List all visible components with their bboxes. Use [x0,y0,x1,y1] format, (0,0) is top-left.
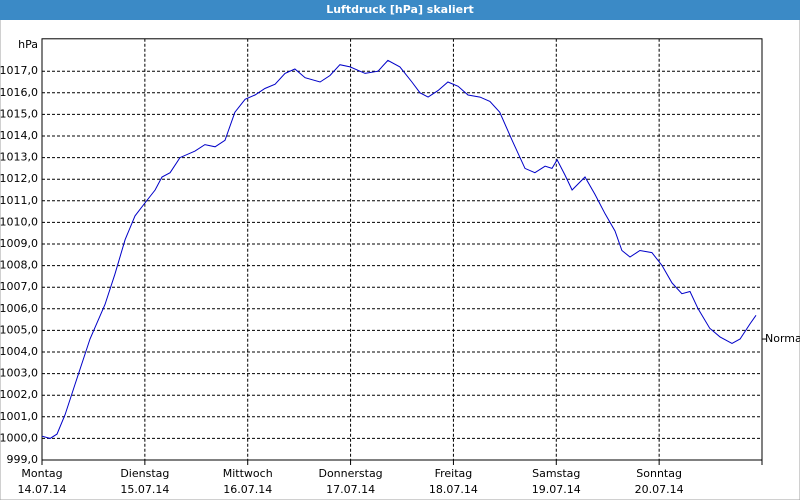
x-tick-sublabel: 18.07.14 [429,483,478,496]
pressure-line [41,59,757,439]
x-tick-label: Freitag [435,467,473,480]
x-tick-sublabel: 17.07.14 [326,483,375,496]
title-bar [0,0,800,20]
y-tick-label: 1011,0 [0,194,38,207]
x-tick-label: Samstag [532,467,580,480]
y-tick-label: 1001,0 [0,410,38,423]
y-tick-label: 1006,0 [0,302,38,315]
x-tick-label: Sonntag [636,467,682,480]
x-tick-label: Donnerstag [318,467,382,480]
chart-title: Luftdruck [hPa] skaliert [326,3,474,16]
x-tick-label: Mittwoch [223,467,273,480]
y-tick-label: 1000,0 [0,431,38,444]
y-tick-label: 1002,0 [0,388,38,401]
y-tick-label: 1007,0 [0,280,38,293]
y-tick-label: 1009,0 [0,237,38,250]
x-tick-label: Montag [21,467,62,480]
y-tick-label: 1017,0 [0,64,38,77]
x-tick-label: Dienstag [120,467,169,480]
y-tick-label: 1012,0 [0,172,38,185]
y-tick-label: 1004,0 [0,345,38,358]
plot-area [41,38,763,461]
y-tick-label: 1008,0 [0,259,38,272]
y-tick-label: 1005,0 [0,323,38,336]
y-tick-label: 1003,0 [0,367,38,380]
y-tick-label: 1013,0 [0,151,38,164]
y-tick-label: 1015,0 [0,107,38,120]
x-tick-sublabel: 14.07.14 [18,483,67,496]
unit-label: hPa [18,38,38,51]
x-tick-sublabel: 20.07.14 [635,483,684,496]
x-tick-sublabel: 19.07.14 [532,483,581,496]
annotation-label: Normal [765,332,800,345]
y-tick-label: 1014,0 [0,129,38,142]
y-tick-label: 999,0 [7,453,39,466]
x-tick-sublabel: 15.07.14 [120,483,169,496]
x-tick-sublabel: 16.07.14 [223,483,272,496]
y-tick-label: 1016,0 [0,86,38,99]
y-tick-label: 1010,0 [0,215,38,228]
